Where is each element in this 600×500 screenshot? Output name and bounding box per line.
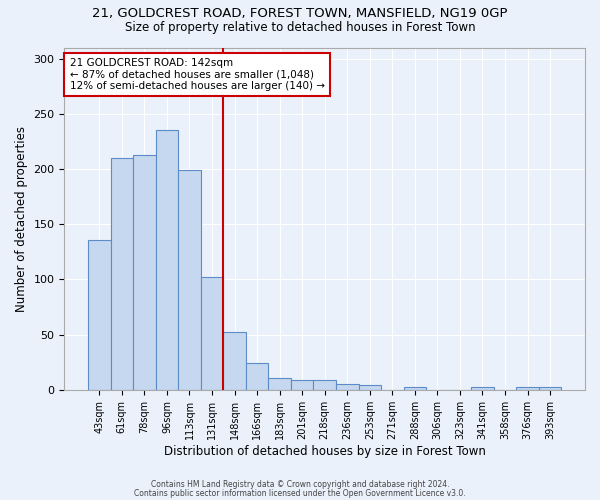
Text: 21 GOLDCREST ROAD: 142sqm
← 87% of detached houses are smaller (1,048)
12% of se: 21 GOLDCREST ROAD: 142sqm ← 87% of detac…: [70, 58, 325, 91]
Bar: [516, 386, 539, 390]
Bar: [313, 380, 336, 390]
Bar: [155, 130, 178, 390]
Bar: [133, 154, 155, 390]
Bar: [471, 386, 494, 390]
Bar: [110, 158, 133, 390]
Y-axis label: Number of detached properties: Number of detached properties: [15, 126, 28, 312]
Text: Contains public sector information licensed under the Open Government Licence v3: Contains public sector information licen…: [134, 488, 466, 498]
Bar: [539, 386, 562, 390]
Bar: [268, 378, 291, 390]
Text: Contains HM Land Registry data © Crown copyright and database right 2024.: Contains HM Land Registry data © Crown c…: [151, 480, 449, 489]
Bar: [359, 386, 381, 390]
Text: Size of property relative to detached houses in Forest Town: Size of property relative to detached ho…: [125, 21, 475, 34]
Bar: [246, 364, 268, 390]
Bar: [291, 380, 313, 390]
Bar: [223, 332, 246, 390]
X-axis label: Distribution of detached houses by size in Forest Town: Distribution of detached houses by size …: [164, 444, 485, 458]
Text: 21, GOLDCREST ROAD, FOREST TOWN, MANSFIELD, NG19 0GP: 21, GOLDCREST ROAD, FOREST TOWN, MANSFIE…: [92, 8, 508, 20]
Bar: [404, 386, 426, 390]
Bar: [201, 277, 223, 390]
Bar: [178, 170, 201, 390]
Bar: [336, 384, 359, 390]
Bar: [88, 240, 110, 390]
